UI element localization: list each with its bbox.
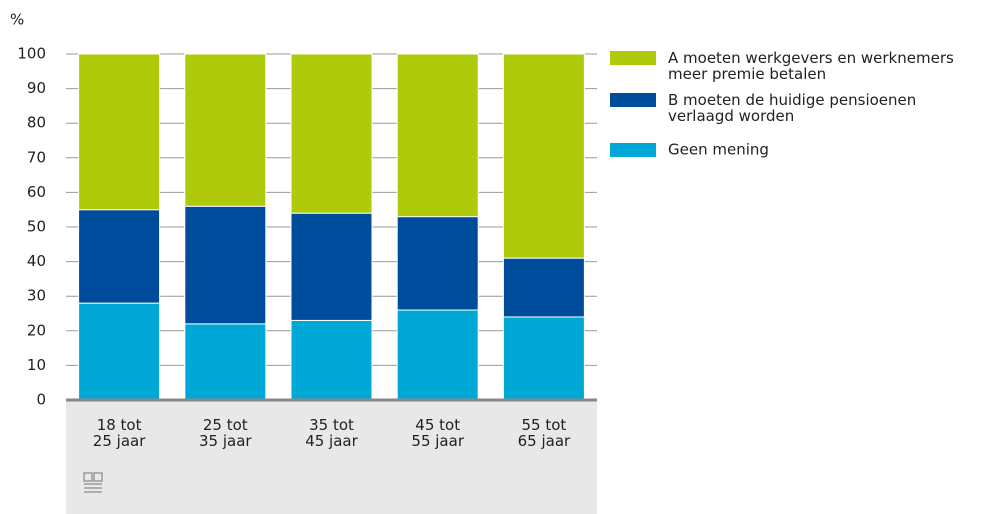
bar-segment bbox=[78, 53, 161, 211]
y-tick-label: 100 bbox=[17, 45, 46, 63]
y-tick-label: 10 bbox=[27, 356, 46, 374]
legend-swatch bbox=[610, 51, 656, 65]
x-tick-label: 55 tot 65 jaar bbox=[518, 416, 571, 450]
y-tick-label: 80 bbox=[27, 114, 46, 132]
bar-segment bbox=[396, 53, 479, 218]
bar-segment bbox=[184, 205, 267, 325]
y-tick-label: 30 bbox=[27, 287, 46, 305]
bar-segment bbox=[290, 53, 373, 214]
legend-swatch bbox=[610, 93, 656, 107]
bar-segment bbox=[78, 209, 161, 304]
legend-swatch bbox=[610, 143, 656, 157]
bar-segment bbox=[184, 323, 267, 401]
x-tick-label: 25 tot 35 jaar bbox=[199, 416, 252, 450]
y-tick-label: 90 bbox=[27, 79, 46, 97]
y-tick-label: 70 bbox=[27, 148, 46, 166]
y-tick-label: 50 bbox=[27, 218, 46, 236]
x-tick-label: 35 tot 45 jaar bbox=[305, 416, 358, 450]
category-band bbox=[66, 400, 597, 514]
bar-segment bbox=[184, 53, 267, 207]
bar-segment bbox=[396, 216, 479, 311]
bar-segment bbox=[502, 257, 585, 318]
bar-segment bbox=[290, 319, 373, 401]
bar-segment bbox=[78, 302, 161, 401]
bar-segment bbox=[502, 53, 585, 259]
bar-segment bbox=[290, 212, 373, 321]
legend-label: Geen mening bbox=[668, 141, 769, 159]
bar-segment bbox=[502, 316, 585, 401]
logo bbox=[83, 472, 103, 493]
y-tick-label: 40 bbox=[27, 252, 46, 270]
y-tick-label: 60 bbox=[27, 183, 46, 201]
legend-label: A moeten werkgevers en werknemers meer pr… bbox=[668, 49, 954, 83]
y-tick-label: 0 bbox=[36, 391, 46, 409]
legend-label: B moeten de huidige pensioenen verlaagd w… bbox=[668, 91, 916, 125]
x-tick-label: 18 tot 25 jaar bbox=[93, 416, 146, 450]
x-tick-label: 45 tot 55 jaar bbox=[411, 416, 464, 450]
bar-segment bbox=[396, 309, 479, 401]
y-axis-label: % bbox=[10, 11, 24, 29]
y-tick-label: 20 bbox=[27, 321, 46, 339]
